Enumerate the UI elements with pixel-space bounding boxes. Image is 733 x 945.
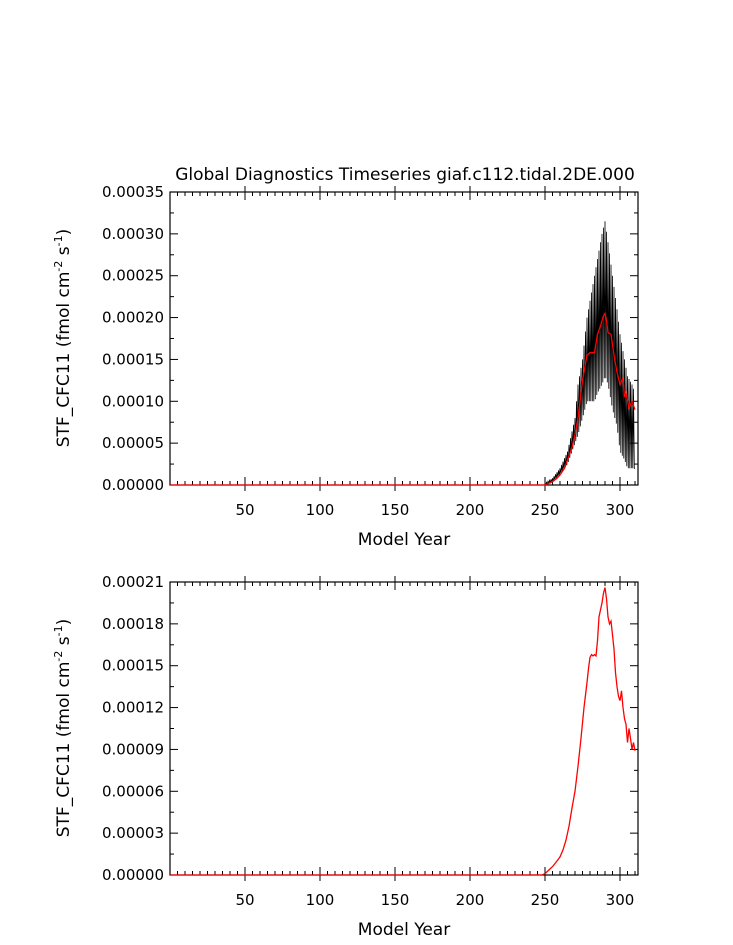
bottom-y-label-end: ) [54,619,74,626]
top-y-label-main: STF_CFC11 (fmol cm [54,272,74,448]
y-tick-label: 0.00030 [102,225,164,243]
x-tick-label: 150 [381,501,410,519]
bottom-y-axis-label: STF_CFC11 (fmol cm-2 s-1) [52,619,74,837]
bottom-x-axis-label: Model Year [358,920,450,940]
bottom-series [170,587,636,876]
series-line [170,311,636,486]
bottom-x-tick-labels: 50 100 150 200 250 300 [235,891,634,909]
y-tick-label: 0.00035 [102,183,164,201]
bottom-y-label-sup1: -2 [52,651,65,662]
x-tick-label: 50 [235,501,254,519]
bottom-y-tick-labels: 0.00000 0.00003 0.00006 0.00009 0.00012 0.000… [102,573,164,884]
x-tick-label: 250 [531,501,560,519]
y-tick-label: 0.00009 [102,740,164,758]
y-tick-label: 0.00021 [102,573,164,591]
y-tick-label: 0.00010 [102,392,164,410]
x-tick-label: 200 [456,891,485,909]
top-x-axis-label: Model Year [358,530,450,550]
top-y-label-end: ) [54,229,74,236]
top-x-tick-labels: 50 100 150 200 250 300 [235,501,634,519]
top-y-label-sup2: -1 [52,235,65,246]
top-y-axis-label: STF_CFC11 (fmol cm-2 s-1) [52,229,74,447]
bottom-y-label-mid: s [54,636,74,650]
y-tick-label: 0.00000 [102,476,164,494]
bottom-chart: 50 100 150 200 250 300 0.000000.000030.000060… [52,573,639,940]
top-x-ticks [177,186,636,491]
bottom-y-label-sup2: -1 [52,625,65,636]
top-series [170,221,636,486]
y-tick-label: 0.00006 [102,782,164,800]
y-tick-label: 0.00020 [102,309,164,327]
x-tick-label: 150 [381,891,410,909]
bottom-x-ticks [177,576,636,881]
series-line [170,587,636,876]
y-tick-label: 0.00003 [102,824,164,842]
series-envelope-line [170,221,635,486]
bottom-y-ticks [170,581,638,876]
y-tick-label: 0.00015 [102,657,164,675]
y-tick-label: 0.00015 [102,350,164,368]
top-chart: Global Diagnostics Timeseries giaf.c112.… [52,165,639,550]
x-tick-label: 250 [531,891,560,909]
x-tick-label: 300 [606,891,635,909]
x-tick-label: 200 [456,501,485,519]
y-tick-label: 0.00025 [102,267,164,285]
y-tick-label: 0.00000 [102,866,164,884]
y-tick-label: 0.00012 [102,699,164,717]
x-tick-label: 100 [306,891,335,909]
x-tick-label: 300 [606,501,635,519]
x-tick-label: 50 [235,891,254,909]
bottom-y-label-main: STF_CFC11 (fmol cm [54,662,74,838]
top-y-label-sup1: -2 [52,261,65,272]
x-tick-label: 100 [306,501,335,519]
y-tick-label: 0.00005 [102,434,164,452]
top-y-label-mid: s [54,246,74,260]
top-y-tick-labels: 0.00000 0.00005 0.00010 0.00015 0.00020 0.000… [102,183,164,494]
y-tick-label: 0.00018 [102,615,164,633]
chart-title: Global Diagnostics Timeseries giaf.c112.… [175,165,635,185]
